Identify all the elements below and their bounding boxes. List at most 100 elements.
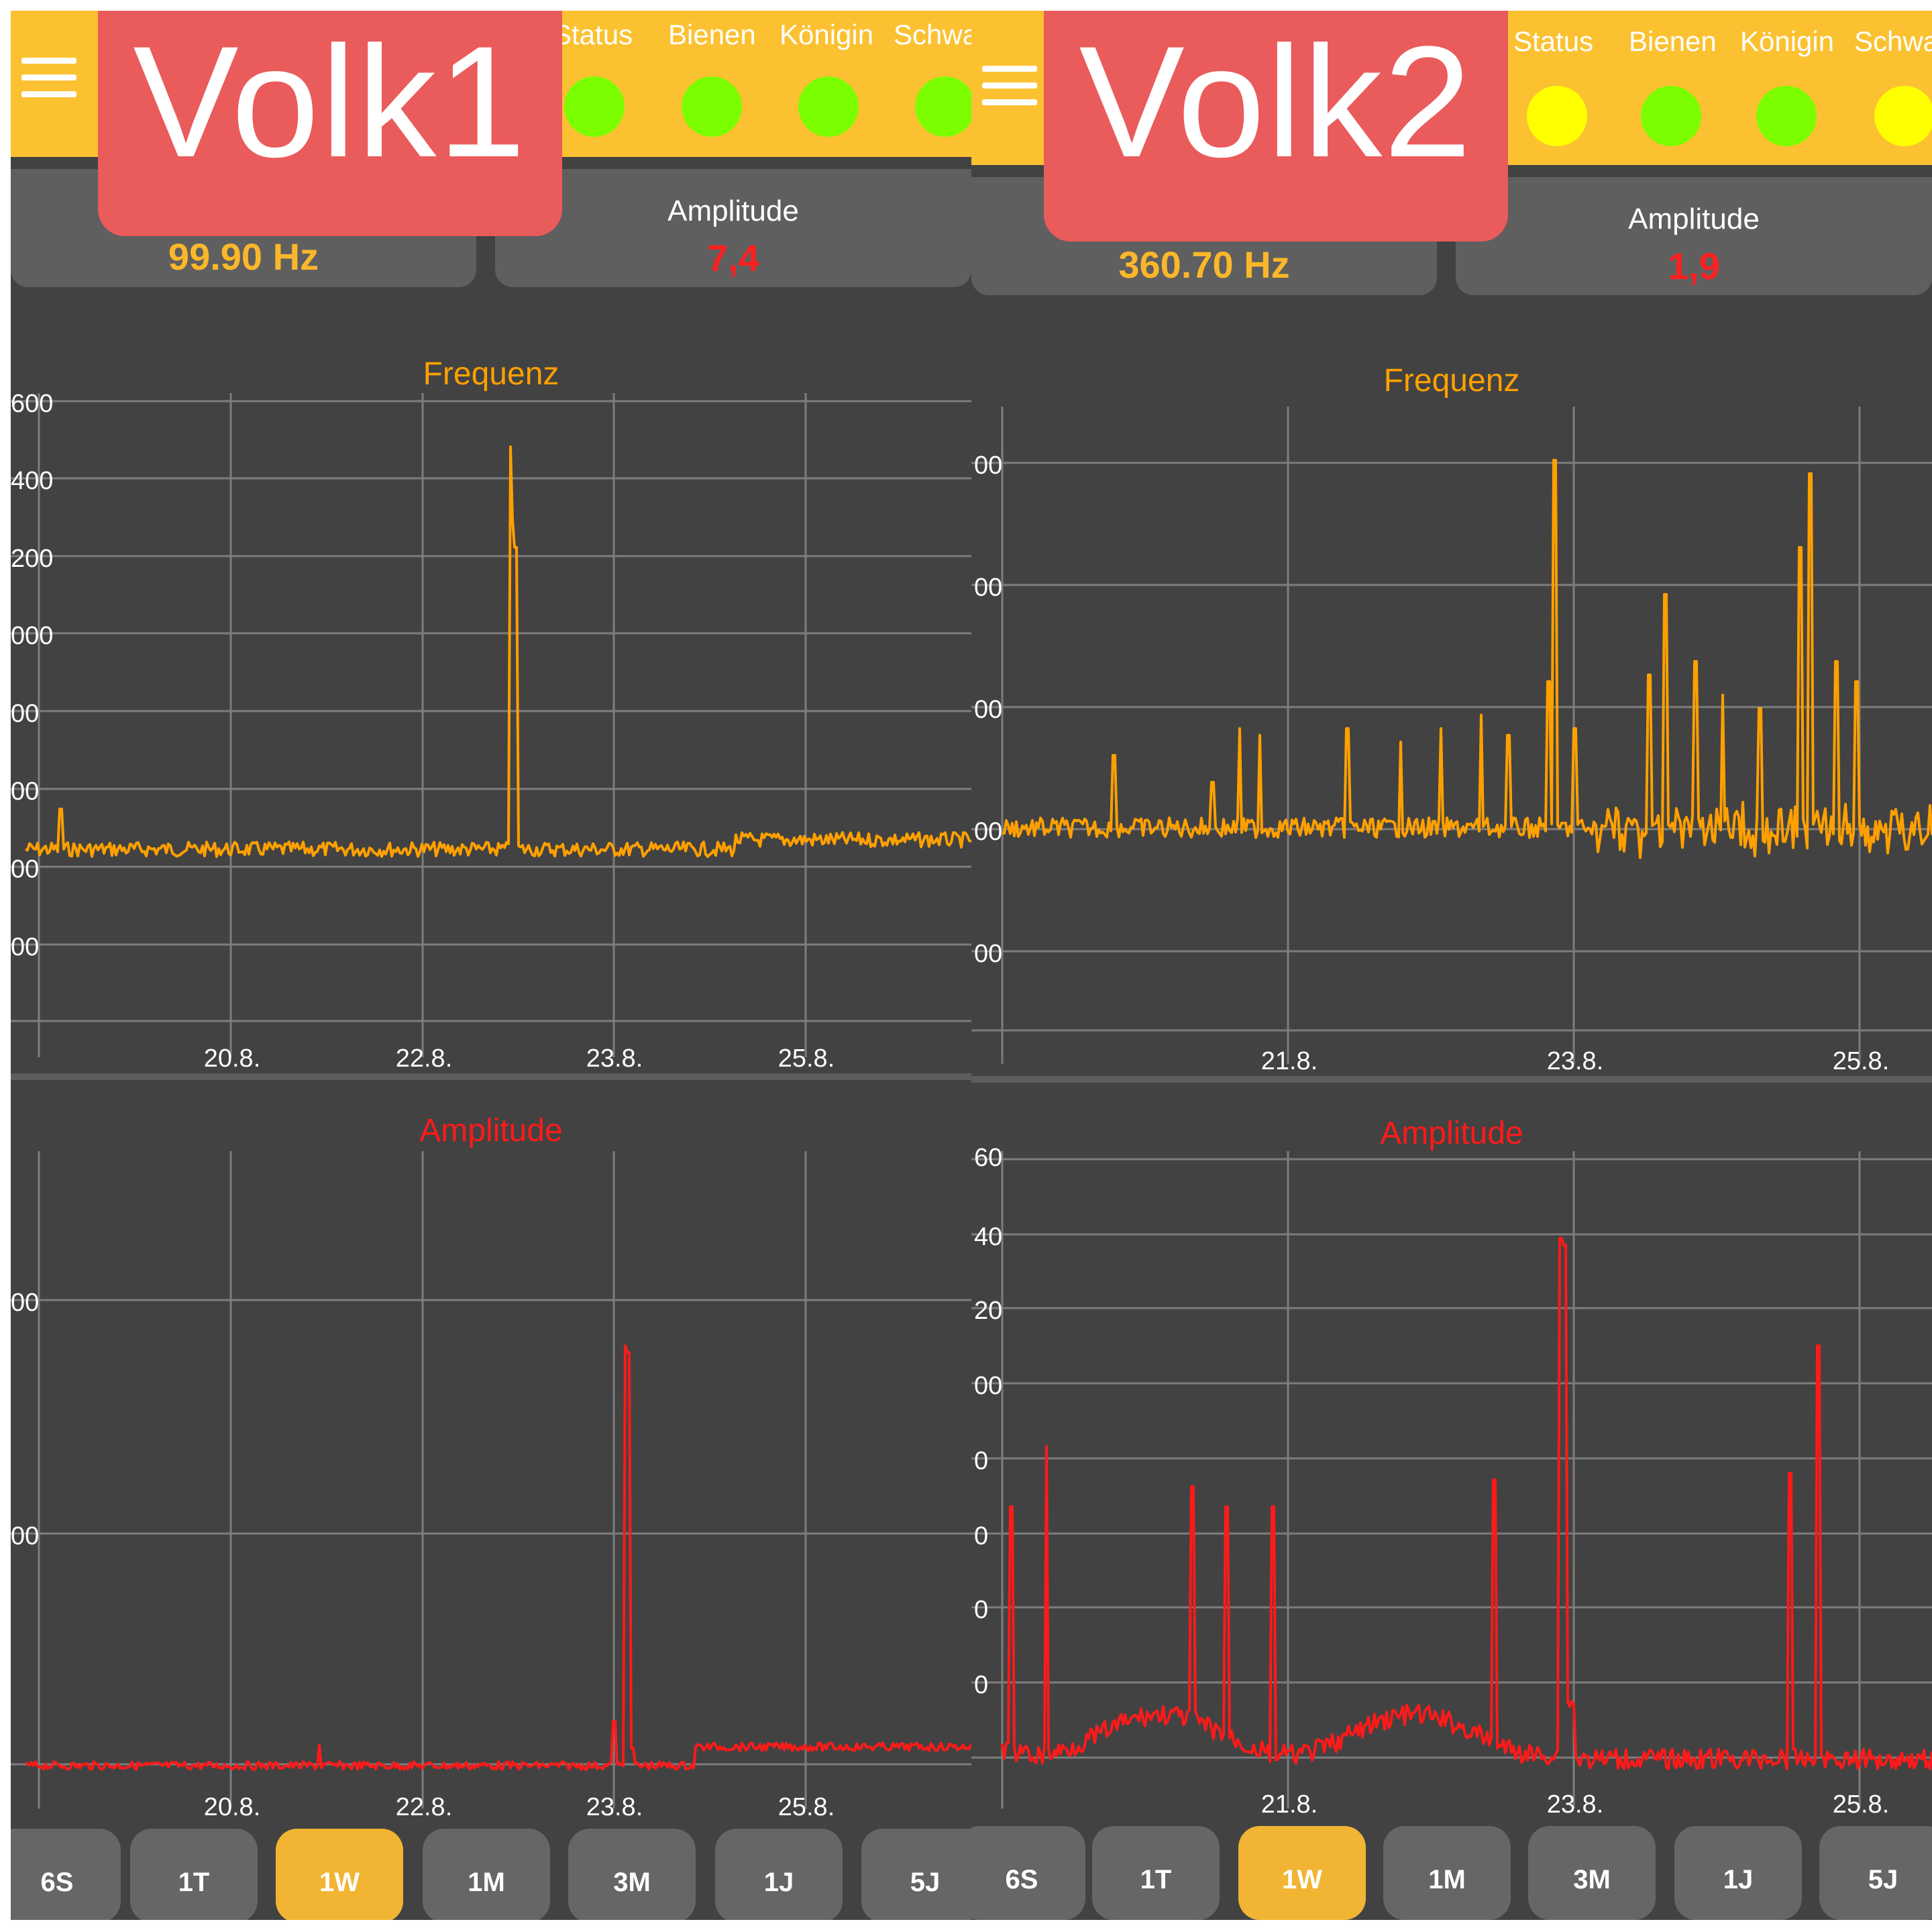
y-tick: 0: [974, 1596, 988, 1624]
frequency-grid: [971, 407, 1932, 1064]
tab-1j[interactable]: 1J: [1674, 1826, 1802, 1920]
menu-icon[interactable]: [982, 66, 1037, 106]
frequency-x-ticks: 21.8. 23.8. 25.8.: [1261, 1047, 1890, 1075]
x-tick: 25.8.: [778, 1793, 835, 1821]
y-tick: 40: [974, 1223, 1002, 1251]
frequency-value: 99.90 Hz: [168, 235, 319, 278]
y-tick: 200: [11, 545, 53, 573]
tab-1j[interactable]: 1J: [715, 1829, 843, 1920]
tab-3m[interactable]: 3M: [568, 1829, 696, 1920]
frequency-y-ticks: 600 400 200 000 00 00 00 00: [11, 390, 53, 961]
panel-volk2: Status Bienen Königin Schwarm Volk2 360.…: [971, 11, 1932, 1920]
y-tick: 00: [11, 1289, 39, 1317]
x-tick: 21.8.: [1261, 1790, 1318, 1819]
x-tick: 20.8.: [204, 1793, 261, 1821]
frequency-y-ticks: 00 00 00 00 00: [974, 451, 1002, 968]
tab-6s[interactable]: 6S: [11, 1829, 121, 1920]
bienen-header: Bienen: [668, 19, 756, 50]
frequency-chart[interactable]: 600 400 200 000 00 00 00 00 20.8. 22.8. …: [11, 386, 971, 1084]
bienen-dot-icon: [1641, 86, 1701, 146]
amplitude-y-ticks: 60 40 20 00 0 0 0 0: [974, 1144, 1002, 1699]
y-tick: 00: [11, 1522, 39, 1550]
x-tick: 25.8.: [1833, 1047, 1890, 1075]
y-tick: 00: [974, 451, 1002, 480]
y-tick: 00: [974, 574, 1002, 602]
koenigin-dot-icon: [798, 76, 859, 137]
menu-icon[interactable]: [21, 58, 76, 98]
x-tick: 25.8.: [778, 1044, 835, 1073]
y-tick: 00: [11, 700, 39, 728]
tab-1w[interactable]: 1W: [1238, 1826, 1366, 1920]
frequency-series-line: [1002, 459, 1932, 859]
x-tick: 22.8.: [396, 1044, 453, 1073]
frequency-x-ticks: 20.8. 22.8. 23.8. 25.8.: [204, 1044, 835, 1073]
amplitude-card-label: Amplitude: [1628, 203, 1760, 235]
tab-5j[interactable]: 5J: [1819, 1826, 1932, 1920]
bienen-dot-icon: [682, 76, 742, 137]
amplitude-y-ticks: 00 00: [11, 1289, 39, 1550]
x-tick: 20.8.: [204, 1044, 261, 1073]
tab-3m[interactable]: 3M: [1528, 1826, 1656, 1920]
amplitude-card: Amplitude 7,4: [495, 169, 971, 287]
koenigin-header: Königin: [1740, 25, 1835, 57]
amplitude-x-ticks: 21.8. 23.8. 25.8.: [1261, 1790, 1890, 1819]
amplitude-chart-title: Amplitude: [419, 1113, 563, 1148]
frequency-chart[interactable]: 00 00 00 00 00 21.8. 23.8. 25.8.: [971, 393, 1932, 1084]
chart-divider: [11, 1073, 971, 1080]
schwarm-header: Schwarm: [1854, 25, 1932, 57]
schwarm-dot-icon: [915, 76, 971, 137]
tab-6s[interactable]: 6S: [971, 1826, 1085, 1920]
tab-5j[interactable]: 5J: [861, 1829, 971, 1920]
y-tick: 0: [974, 1671, 988, 1699]
y-tick: 400: [11, 467, 53, 495]
x-tick: 22.8.: [396, 1793, 453, 1821]
y-tick: 0: [974, 1447, 988, 1475]
status-dot-icon: [1527, 86, 1587, 146]
y-tick: 00: [974, 1372, 1002, 1400]
chart-divider: [971, 1076, 1932, 1083]
y-tick: 00: [11, 777, 39, 806]
amplitude-grid: [11, 1151, 971, 1809]
y-tick: 20: [974, 1297, 1002, 1325]
y-tick: 000: [11, 622, 53, 650]
x-tick: 23.8.: [586, 1793, 643, 1821]
amplitude-chart[interactable]: 00 00 20.8. 22.8. 23.8. 25.8.: [11, 1144, 971, 1829]
status-dot-icon: [564, 76, 625, 137]
amplitude-series-line: [25, 1344, 971, 1771]
tab-1w[interactable]: 1W: [276, 1829, 403, 1920]
frequency-chart-title: Frequenz: [423, 356, 559, 392]
amplitude-value: 1,9: [1668, 245, 1720, 287]
panel-volk1: Status Bienen Königin Schwarm Volk1 99.9…: [11, 11, 971, 1920]
y-tick: 00: [974, 818, 1002, 846]
y-tick: 00: [11, 933, 39, 961]
x-tick: 25.8.: [1833, 1790, 1890, 1819]
x-tick: 23.8.: [586, 1044, 643, 1073]
x-tick: 21.8.: [1261, 1047, 1318, 1075]
amplitude-card: Amplitude 1,9: [1456, 177, 1932, 295]
schwarm-header: Schwarm: [894, 19, 971, 50]
frequency-grid: [11, 393, 971, 1057]
y-tick: 00: [11, 855, 39, 883]
frequency-value: 360.70 Hz: [1118, 244, 1290, 286]
frequency-chart-title: Frequenz: [1383, 363, 1520, 398]
y-tick: 00: [974, 940, 1002, 968]
koenigin-header: Königin: [780, 19, 874, 50]
tab-1t[interactable]: 1T: [1092, 1826, 1220, 1920]
x-tick: 23.8.: [1547, 1047, 1604, 1075]
y-tick: 0: [974, 1522, 988, 1550]
tab-1m[interactable]: 1M: [1383, 1826, 1511, 1920]
volk-label: Volk1: [133, 13, 527, 191]
amplitude-series-line: [1001, 1237, 1932, 1770]
x-tick: 23.8.: [1547, 1790, 1604, 1819]
amplitude-card-label: Amplitude: [667, 195, 799, 227]
volk-label: Volk2: [1079, 13, 1473, 191]
bienen-header: Bienen: [1629, 25, 1717, 57]
amplitude-chart[interactable]: 60 40 20 00 0 0 0 0 21.8. 23.8. 25.8.: [971, 1144, 1932, 1829]
tab-1t[interactable]: 1T: [130, 1829, 258, 1920]
frequency-series-line: [25, 445, 971, 858]
tab-1m[interactable]: 1M: [423, 1829, 550, 1920]
status-header: Status: [553, 19, 633, 50]
koenigin-dot-icon: [1756, 86, 1817, 146]
volk-label-tag: Volk2: [1044, 11, 1508, 241]
amplitude-x-ticks: 20.8. 22.8. 23.8. 25.8.: [204, 1793, 835, 1821]
